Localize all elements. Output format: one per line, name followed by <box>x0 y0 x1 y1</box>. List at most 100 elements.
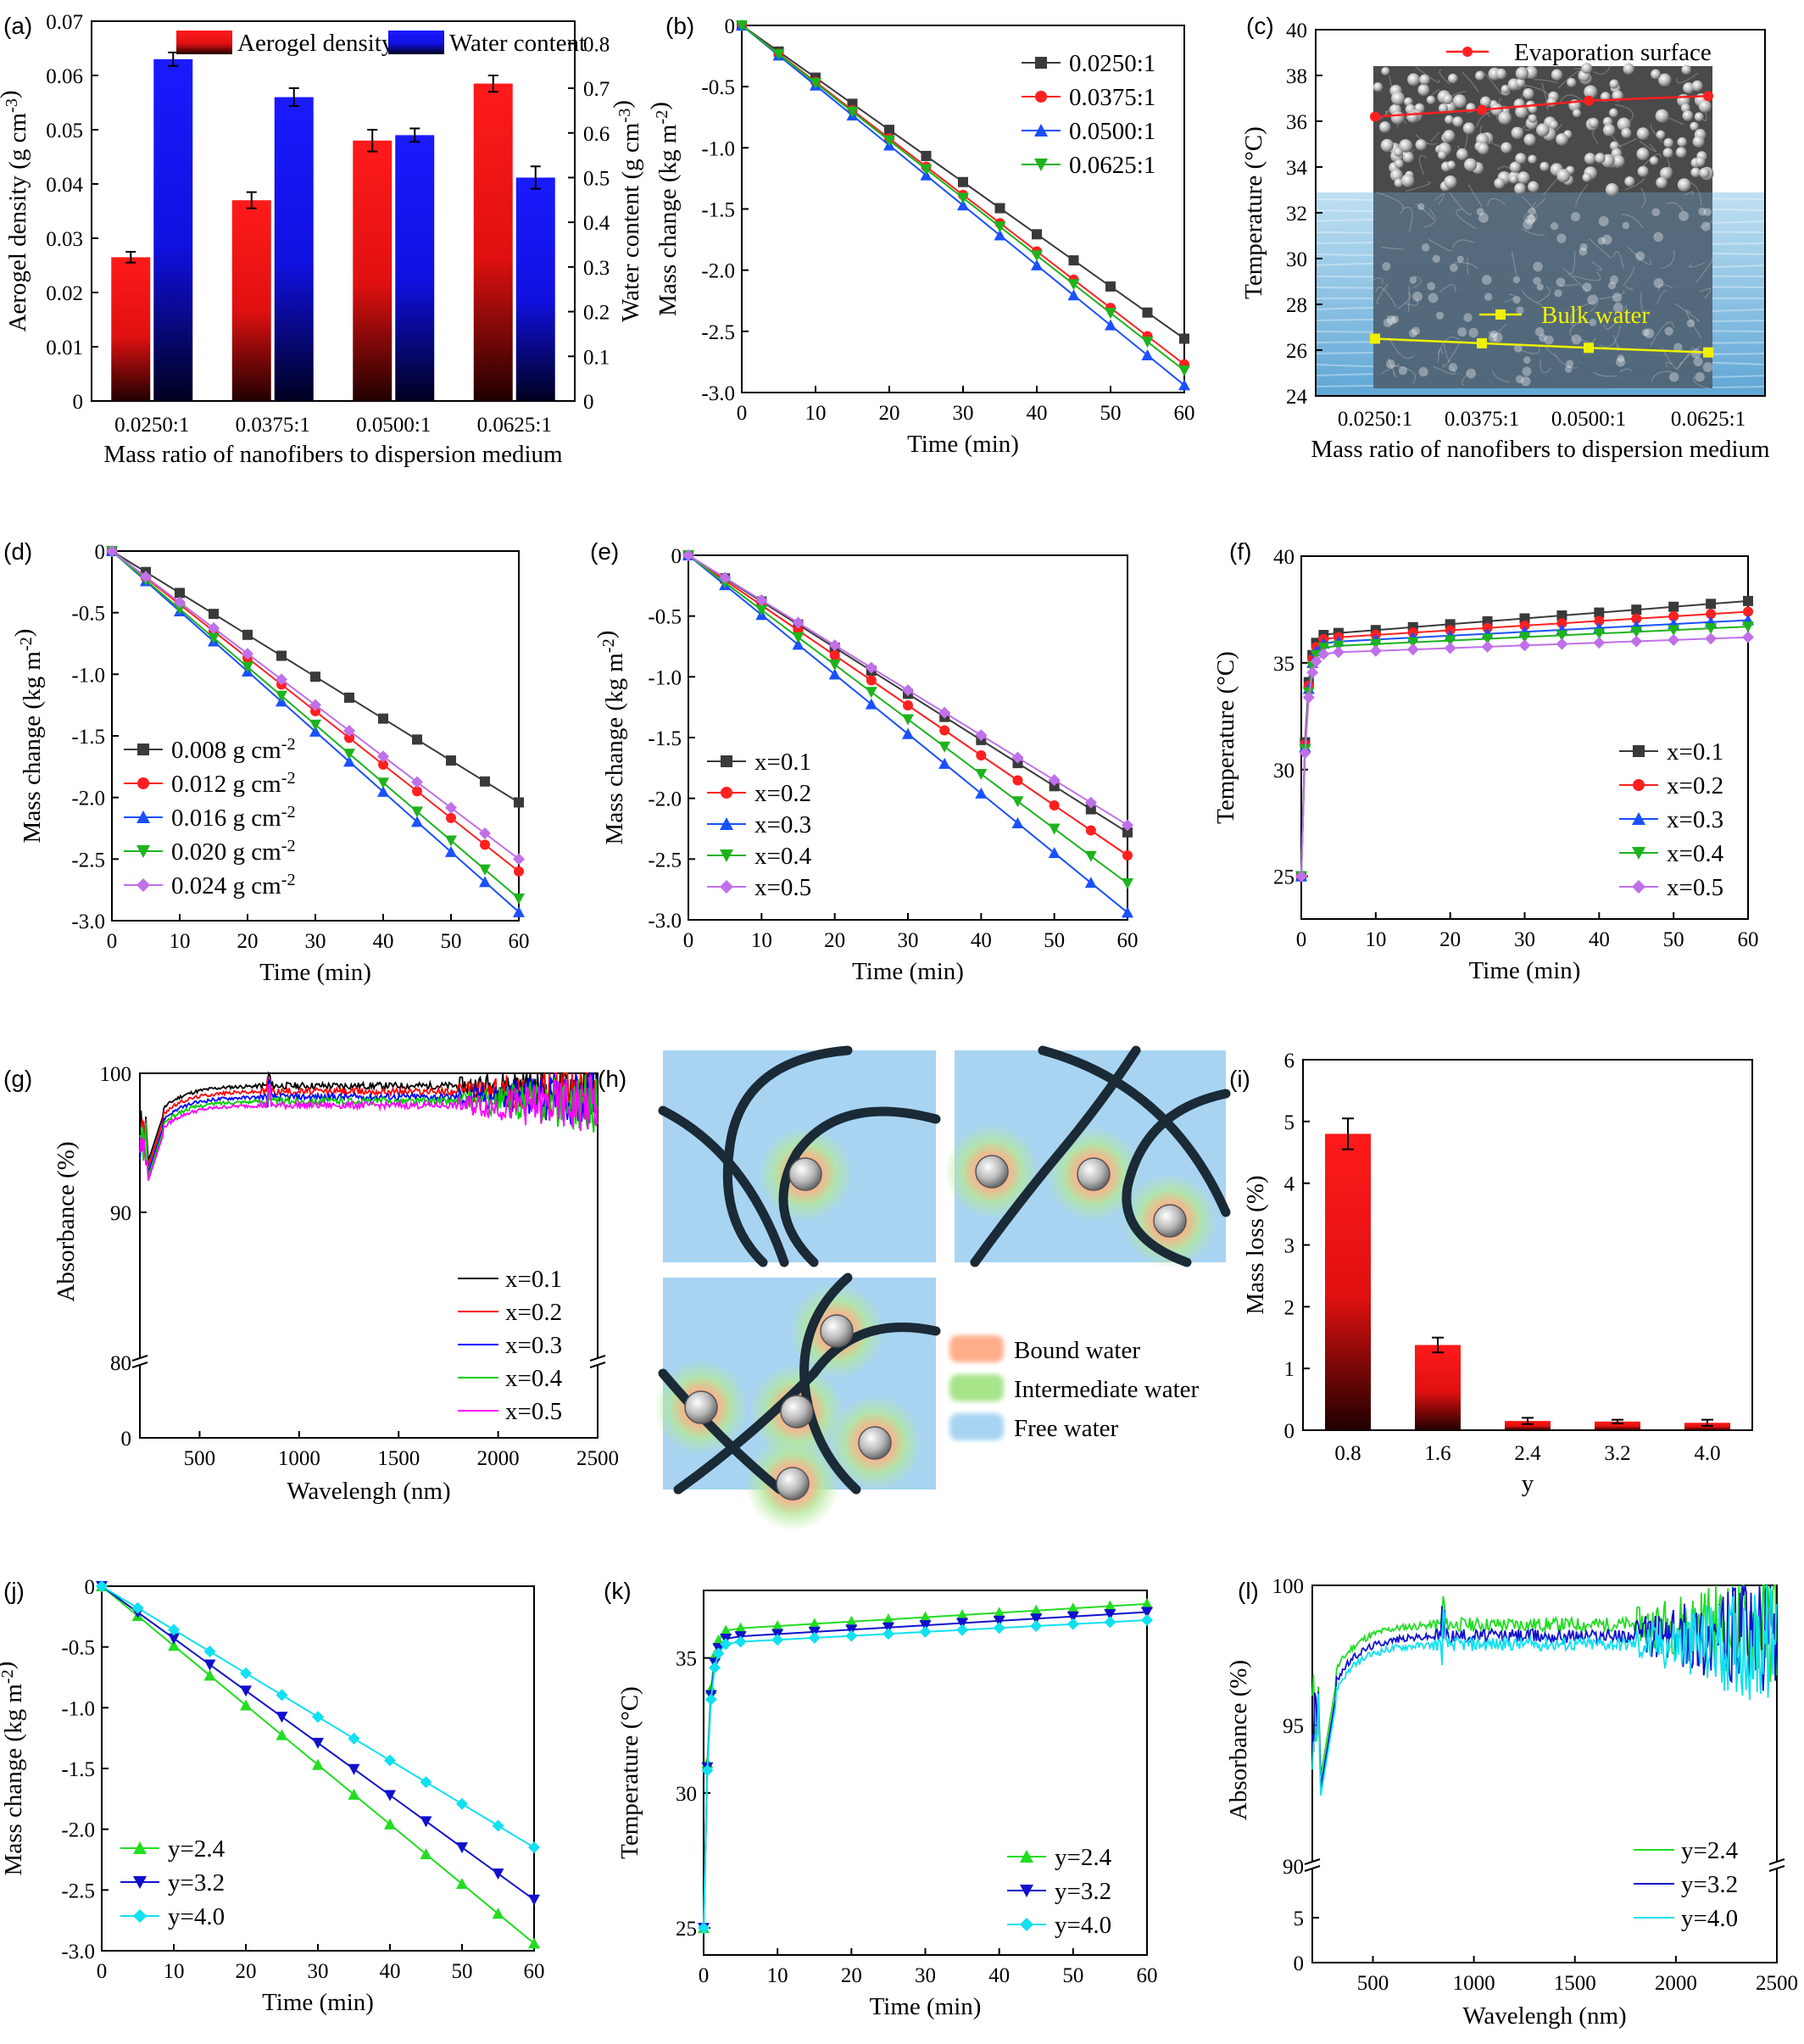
y-tick-label: 40 <box>1273 546 1295 569</box>
legend-swatch <box>176 31 232 54</box>
submerged-microsphere <box>1463 313 1473 322</box>
data-point <box>384 1790 396 1802</box>
data-point <box>1406 637 1419 649</box>
y-tick-label: 0.03 <box>46 228 83 251</box>
data-point <box>883 135 895 147</box>
fiber-strand <box>1650 321 1675 347</box>
data-point <box>514 866 524 877</box>
x-axis-label: Time (min) <box>907 431 1019 458</box>
data-point <box>1068 255 1079 266</box>
y-tick-label: -2.0 <box>701 260 735 283</box>
data-point <box>720 1638 732 1651</box>
data-point <box>1630 627 1643 638</box>
axis-break-gap <box>133 1357 147 1366</box>
submerged-microsphere <box>1556 277 1566 287</box>
submerged-microsphere <box>1571 334 1582 345</box>
data-point <box>1332 640 1345 652</box>
fiber-strand <box>1534 79 1558 84</box>
y-tick-label: 100 <box>100 1063 132 1086</box>
axis-break-mark <box>1304 1858 1321 1865</box>
data-point <box>1706 609 1717 620</box>
submerged-microsphere <box>1536 283 1544 291</box>
submerged-microsphere <box>1528 207 1536 215</box>
spectrum-line <box>1311 1585 1778 1796</box>
microsphere <box>1692 136 1705 148</box>
microsphere <box>1523 87 1534 100</box>
x-tick-label: 10 <box>170 930 191 953</box>
submerged-microsphere <box>1550 222 1559 231</box>
error-bar <box>246 191 257 209</box>
legend-swatch <box>949 1335 1004 1362</box>
submerged-microsphere <box>1598 216 1609 226</box>
data-point <box>513 853 525 866</box>
data-point <box>701 1764 714 1777</box>
error-bar <box>487 75 498 93</box>
microsphere <box>1394 178 1404 187</box>
fiber-strand <box>1676 346 1701 370</box>
nanofiber <box>799 1273 861 1495</box>
fiber-strand <box>1350 193 1374 220</box>
legend-swatch <box>949 1374 1004 1401</box>
data-point <box>846 106 859 118</box>
data-point <box>1518 632 1531 643</box>
legend-label: Water content <box>449 30 586 57</box>
legend-marker <box>720 817 733 830</box>
y-axis-label: Temperature (°C) <box>1212 651 1239 824</box>
submerged-microsphere <box>1668 372 1679 382</box>
aerogel-submerged <box>1373 192 1712 388</box>
submerged-microsphere <box>1613 303 1623 313</box>
microsphere <box>1660 167 1673 180</box>
chart-l: 500 1000 1500 2000 2500 0 5 90 95 100 Wavelengh (n… <box>1225 1575 1798 2030</box>
microsphere <box>1399 139 1413 153</box>
data-point <box>377 777 389 789</box>
data-point <box>920 164 933 175</box>
data-point <box>1310 655 1322 668</box>
data-point <box>1370 333 1380 344</box>
microsphere <box>1378 121 1391 133</box>
fiber-strand <box>1674 303 1701 322</box>
series-line <box>1374 95 1709 118</box>
x-tick-label: 0.8 <box>1334 1442 1361 1465</box>
data-point <box>377 750 389 763</box>
x-axis-label: Time (min) <box>1469 957 1581 984</box>
chart-e: 0 10 20 30 40 50 60 0 -0.5 -1.0 -1.5 -2.0 -2.5 -3.0 Ti… <box>593 545 1139 985</box>
data-point <box>1444 635 1456 647</box>
submerged-microsphere <box>1417 203 1425 210</box>
legend-marker <box>1462 47 1473 57</box>
x-tick-label: 30 <box>1514 928 1535 951</box>
submerged-microsphere <box>1468 327 1478 338</box>
submerged-microsphere <box>1515 375 1524 384</box>
bar-water-content <box>515 177 555 401</box>
data-point <box>445 835 457 847</box>
data-point <box>1406 643 1419 656</box>
data-point <box>1105 281 1116 292</box>
submerged-microsphere <box>1641 328 1650 337</box>
submerged-microsphere <box>1693 357 1703 367</box>
data-point <box>755 594 768 607</box>
fiber-strand <box>1570 301 1595 327</box>
fiber-strand <box>1588 238 1612 259</box>
data-point <box>276 1712 288 1724</box>
data-point <box>203 1669 216 1681</box>
x-tick-label: 30 <box>898 929 919 952</box>
y-tick-label-right: 0.5 <box>583 167 610 190</box>
data-point <box>131 1601 144 1614</box>
data-point <box>772 48 785 60</box>
x-tick-label: 3.2 <box>1604 1442 1630 1465</box>
data-point <box>203 1646 216 1658</box>
microsphere <box>1549 120 1559 130</box>
fiber-strand <box>1415 133 1438 145</box>
data-point <box>828 660 841 671</box>
submerged-microsphere <box>1386 315 1396 326</box>
legend-label: 0.0625:1 <box>1069 152 1155 179</box>
microsphere <box>1407 73 1420 86</box>
bar-mass-loss <box>1325 1133 1371 1430</box>
microsphere <box>1584 85 1598 99</box>
y-tick-label: -1.5 <box>71 726 105 749</box>
data-point <box>938 757 951 769</box>
x-tick-label: 2000 <box>477 1447 520 1470</box>
panel-label: (i) <box>1229 1066 1250 1092</box>
data-point <box>446 755 456 766</box>
data-point <box>882 1622 894 1634</box>
axis-break-mark <box>1768 1858 1785 1865</box>
